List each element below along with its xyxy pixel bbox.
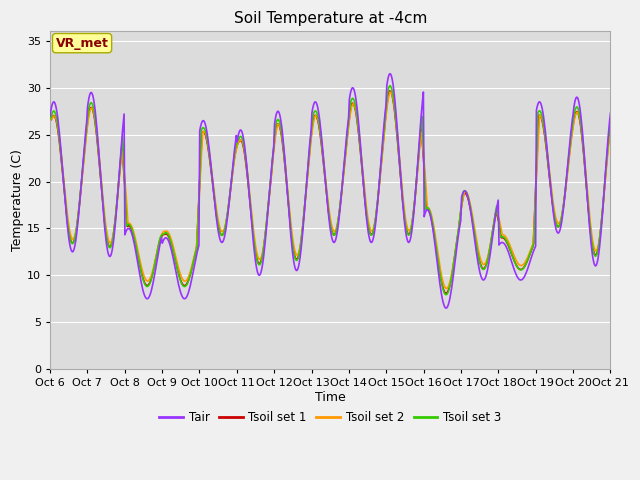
Title: Soil Temperature at -4cm: Soil Temperature at -4cm: [234, 11, 427, 26]
Text: VR_met: VR_met: [56, 36, 109, 49]
Y-axis label: Temperature (C): Temperature (C): [11, 149, 24, 251]
X-axis label: Time: Time: [315, 391, 346, 404]
Legend: Tair, Tsoil set 1, Tsoil set 2, Tsoil set 3: Tair, Tsoil set 1, Tsoil set 2, Tsoil se…: [154, 407, 506, 429]
